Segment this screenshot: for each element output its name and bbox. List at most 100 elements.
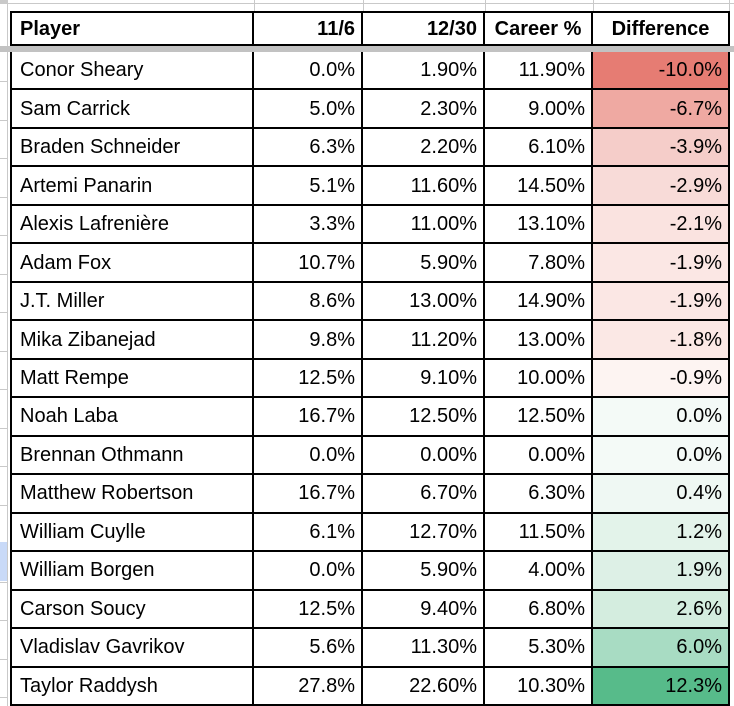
career-pct-cell[interactable]: 14.90% — [485, 282, 593, 320]
difference-cell[interactable]: -0.9% — [593, 359, 728, 397]
value-11-6-cell[interactable]: 0.0% — [254, 552, 363, 589]
value-12-30-cell[interactable]: 2.20% — [363, 128, 485, 166]
column-header-date-11-6[interactable]: 11/6 — [254, 13, 363, 44]
difference-cell[interactable]: 0.0% — [593, 436, 728, 474]
value-12-30-cell[interactable]: 12.70% — [363, 513, 485, 551]
player-name-cell[interactable]: Mika Zibanejad — [12, 321, 254, 358]
player-name-cell[interactable]: Conor Sheary — [12, 52, 254, 89]
difference-cell[interactable]: 2.6% — [593, 590, 728, 628]
sheet-gridline-vertical — [363, 0, 364, 11]
value-11-6-cell[interactable]: 16.7% — [254, 475, 363, 512]
value-11-6-cell[interactable]: 6.1% — [254, 513, 363, 551]
value-12-30-cell[interactable]: 6.70% — [363, 475, 485, 512]
table-row: Carson Soucy 12.5% 9.40% 6.80% 2.6% — [12, 590, 728, 630]
career-pct-cell[interactable]: 12.50% — [485, 398, 593, 435]
difference-cell[interactable]: 0.4% — [593, 475, 728, 512]
value-11-6-cell[interactable]: 10.7% — [254, 244, 363, 281]
difference-cell[interactable]: -6.7% — [593, 90, 728, 127]
difference-cell[interactable]: -1.8% — [593, 321, 728, 358]
value-11-6-cell[interactable]: 0.0% — [254, 52, 363, 89]
career-pct-cell[interactable]: 9.00% — [485, 90, 593, 127]
player-name-cell[interactable]: Vladislav Gavrikov — [12, 629, 254, 666]
value-12-30-cell[interactable]: 11.60% — [363, 167, 485, 204]
gutter-gridline — [0, 505, 7, 506]
player-name-cell[interactable]: Matt Rempe — [12, 359, 254, 397]
value-12-30-cell[interactable]: 5.90% — [363, 552, 485, 589]
player-name-cell[interactable]: Sam Carrick — [12, 90, 254, 127]
column-header-career-pct[interactable]: Career % — [485, 13, 593, 44]
difference-cell[interactable]: -1.9% — [593, 282, 728, 320]
difference-cell[interactable]: 1.9% — [593, 552, 728, 589]
value-11-6-cell[interactable]: 8.6% — [254, 282, 363, 320]
value-11-6-cell[interactable]: 5.1% — [254, 167, 363, 204]
career-pct-cell[interactable]: 7.80% — [485, 244, 593, 281]
player-name-cell[interactable]: William Cuylle — [12, 513, 254, 551]
player-name-cell[interactable]: Adam Fox — [12, 244, 254, 281]
value-11-6-cell[interactable]: 27.8% — [254, 667, 363, 704]
difference-cell[interactable]: 0.0% — [593, 398, 728, 435]
value-11-6-cell[interactable]: 3.3% — [254, 205, 363, 243]
value-12-30-cell[interactable]: 22.60% — [363, 667, 485, 704]
table-row: J.T. Miller 8.6% 13.00% 14.90% -1.9% — [12, 282, 728, 322]
career-pct-cell[interactable]: 13.10% — [485, 205, 593, 243]
value-11-6-cell[interactable]: 12.5% — [254, 590, 363, 628]
career-pct-cell[interactable]: 0.00% — [485, 436, 593, 474]
value-11-6-cell[interactable]: 12.5% — [254, 359, 363, 397]
difference-cell[interactable]: -3.9% — [593, 128, 728, 166]
gutter-gridline — [0, 428, 7, 429]
row-selection-strip[interactable] — [0, 542, 7, 581]
value-12-30-cell[interactable]: 2.30% — [363, 90, 485, 127]
value-11-6-cell[interactable]: 5.6% — [254, 629, 363, 666]
value-11-6-cell[interactable]: 9.8% — [254, 321, 363, 358]
player-name-cell[interactable]: Brennan Othmann — [12, 436, 254, 474]
value-12-30-cell[interactable]: 9.40% — [363, 590, 485, 628]
value-12-30-cell[interactable]: 1.90% — [363, 52, 485, 89]
value-12-30-cell[interactable]: 11.20% — [363, 321, 485, 358]
value-12-30-cell[interactable]: 9.10% — [363, 359, 485, 397]
player-name-cell[interactable]: J.T. Miller — [12, 282, 254, 320]
table-row: Artemi Panarin 5.1% 11.60% 14.50% -2.9% — [12, 167, 728, 206]
career-pct-cell[interactable]: 13.00% — [485, 321, 593, 358]
career-pct-cell[interactable]: 11.90% — [485, 52, 593, 89]
career-pct-cell[interactable]: 6.30% — [485, 475, 593, 512]
value-12-30-cell[interactable]: 0.00% — [363, 436, 485, 474]
value-11-6-cell[interactable]: 5.0% — [254, 90, 363, 127]
value-11-6-cell[interactable]: 16.7% — [254, 398, 363, 435]
difference-cell[interactable]: 1.2% — [593, 513, 728, 551]
value-12-30-cell[interactable]: 12.50% — [363, 398, 485, 435]
player-name-cell[interactable]: Alexis Lafrenière — [12, 205, 254, 243]
column-header-date-12-30[interactable]: 12/30 — [363, 13, 485, 44]
difference-cell[interactable]: -2.1% — [593, 205, 728, 243]
difference-cell[interactable]: -1.9% — [593, 244, 728, 281]
difference-cell[interactable]: 12.3% — [593, 667, 728, 704]
gutter-corner — [0, 0, 8, 4]
value-11-6-cell[interactable]: 0.0% — [254, 436, 363, 474]
player-name-cell[interactable]: Braden Schneider — [12, 128, 254, 166]
difference-cell[interactable]: -10.0% — [593, 52, 728, 89]
career-pct-cell[interactable]: 5.30% — [485, 629, 593, 666]
player-name-cell[interactable]: William Borgen — [12, 552, 254, 589]
table-row: Mika Zibanejad 9.8% 11.20% 13.00% -1.8% — [12, 321, 728, 360]
difference-cell[interactable]: 6.0% — [593, 629, 728, 666]
difference-cell[interactable]: -2.9% — [593, 167, 728, 204]
career-pct-cell[interactable]: 4.00% — [485, 552, 593, 589]
value-11-6-cell[interactable]: 6.3% — [254, 128, 363, 166]
value-12-30-cell[interactable]: 13.00% — [363, 282, 485, 320]
career-pct-cell[interactable]: 14.50% — [485, 167, 593, 204]
career-pct-cell[interactable]: 10.30% — [485, 667, 593, 704]
career-pct-cell[interactable]: 6.80% — [485, 590, 593, 628]
value-12-30-cell[interactable]: 11.30% — [363, 629, 485, 666]
table-header-row: Player 11/6 12/30 Career % Difference — [10, 11, 730, 46]
player-name-cell[interactable]: Matthew Robertson — [12, 475, 254, 512]
player-name-cell[interactable]: Carson Soucy — [12, 590, 254, 628]
column-header-player[interactable]: Player — [12, 13, 254, 44]
value-12-30-cell[interactable]: 11.00% — [363, 205, 485, 243]
career-pct-cell[interactable]: 10.00% — [485, 359, 593, 397]
career-pct-cell[interactable]: 11.50% — [485, 513, 593, 551]
value-12-30-cell[interactable]: 5.90% — [363, 244, 485, 281]
player-name-cell[interactable]: Artemi Panarin — [12, 167, 254, 204]
player-name-cell[interactable]: Noah Laba — [12, 398, 254, 435]
career-pct-cell[interactable]: 6.10% — [485, 128, 593, 166]
player-name-cell[interactable]: Taylor Raddysh — [12, 667, 254, 704]
column-header-difference[interactable]: Difference — [611, 17, 710, 40]
